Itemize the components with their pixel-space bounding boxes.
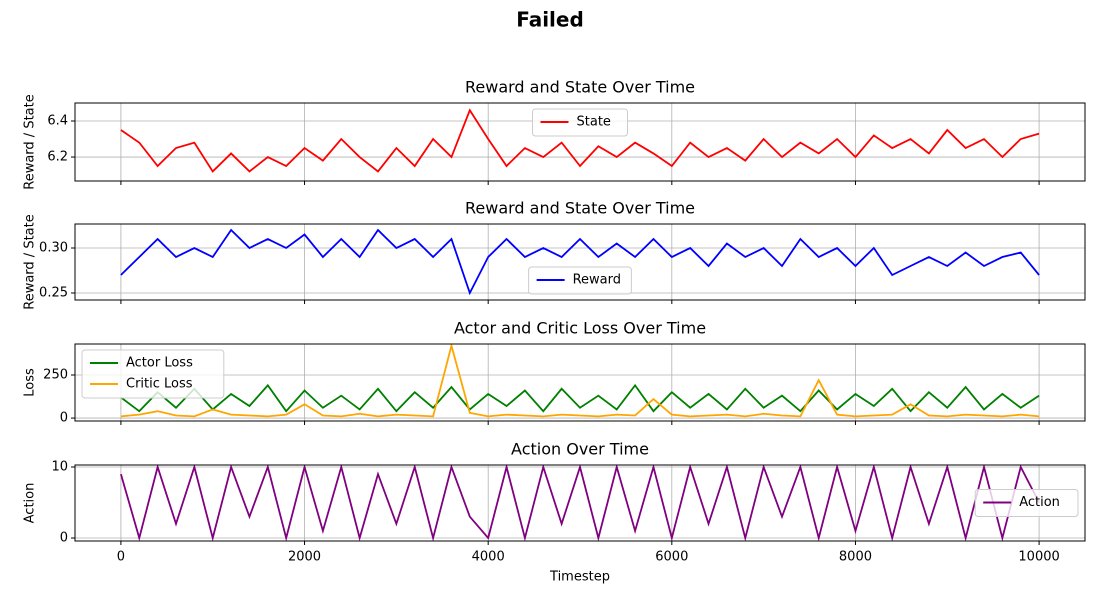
series-line <box>120 465 1040 541</box>
x-tick-label: 6000 <box>655 550 688 565</box>
y-tick-label: 10 <box>51 459 68 474</box>
axes-title: Action Over Time <box>511 440 649 459</box>
y-tick-label: 0.25 <box>39 285 68 300</box>
legend-label: Reward <box>573 273 621 288</box>
axes-frame <box>74 464 1086 542</box>
x-tick-label: 8000 <box>839 550 872 565</box>
x-axis-label: Timestep <box>549 570 610 585</box>
series-line <box>120 383 1040 413</box>
axes-frame <box>74 343 1086 422</box>
y-axis-label: Loss <box>23 368 38 397</box>
y-tick-label: 6.2 <box>47 150 68 165</box>
legend-label: Action <box>1019 495 1060 510</box>
legend-label: State <box>577 115 611 130</box>
y-axis-label: Action <box>23 483 38 524</box>
legend-box <box>528 266 632 295</box>
x-tick-label: 10000 <box>1018 550 1059 565</box>
legend-label: Critic Loss <box>126 377 193 392</box>
y-tick-label: 0 <box>60 531 68 546</box>
y-axis-label: Reward / State <box>23 94 38 189</box>
y-tick-label: 250 <box>43 368 68 383</box>
series-line <box>120 108 1040 173</box>
y-tick-label: 6.4 <box>47 114 68 129</box>
axes-title: Reward and State Over Time <box>465 199 695 218</box>
legend-label: Actor Loss <box>126 356 193 371</box>
legend-box <box>532 108 628 137</box>
y-tick-label: 0 <box>60 411 68 426</box>
axes-frame <box>74 223 1086 301</box>
x-tick-label: 4000 <box>472 550 505 565</box>
y-tick-label: 0.30 <box>39 241 68 256</box>
axes-title: Reward and State Over Time <box>465 78 695 97</box>
series-line <box>120 344 1040 418</box>
series-line <box>120 228 1040 296</box>
x-tick-label: 0 <box>117 550 125 565</box>
axes-title: Actor and Critic Loss Over Time <box>454 319 706 338</box>
legend-box <box>974 489 1079 517</box>
y-axis-label: Reward / State <box>23 214 38 309</box>
x-tick-label: 2000 <box>288 550 321 565</box>
axes-frame <box>74 102 1086 182</box>
figure-title: Failed <box>516 8 584 32</box>
